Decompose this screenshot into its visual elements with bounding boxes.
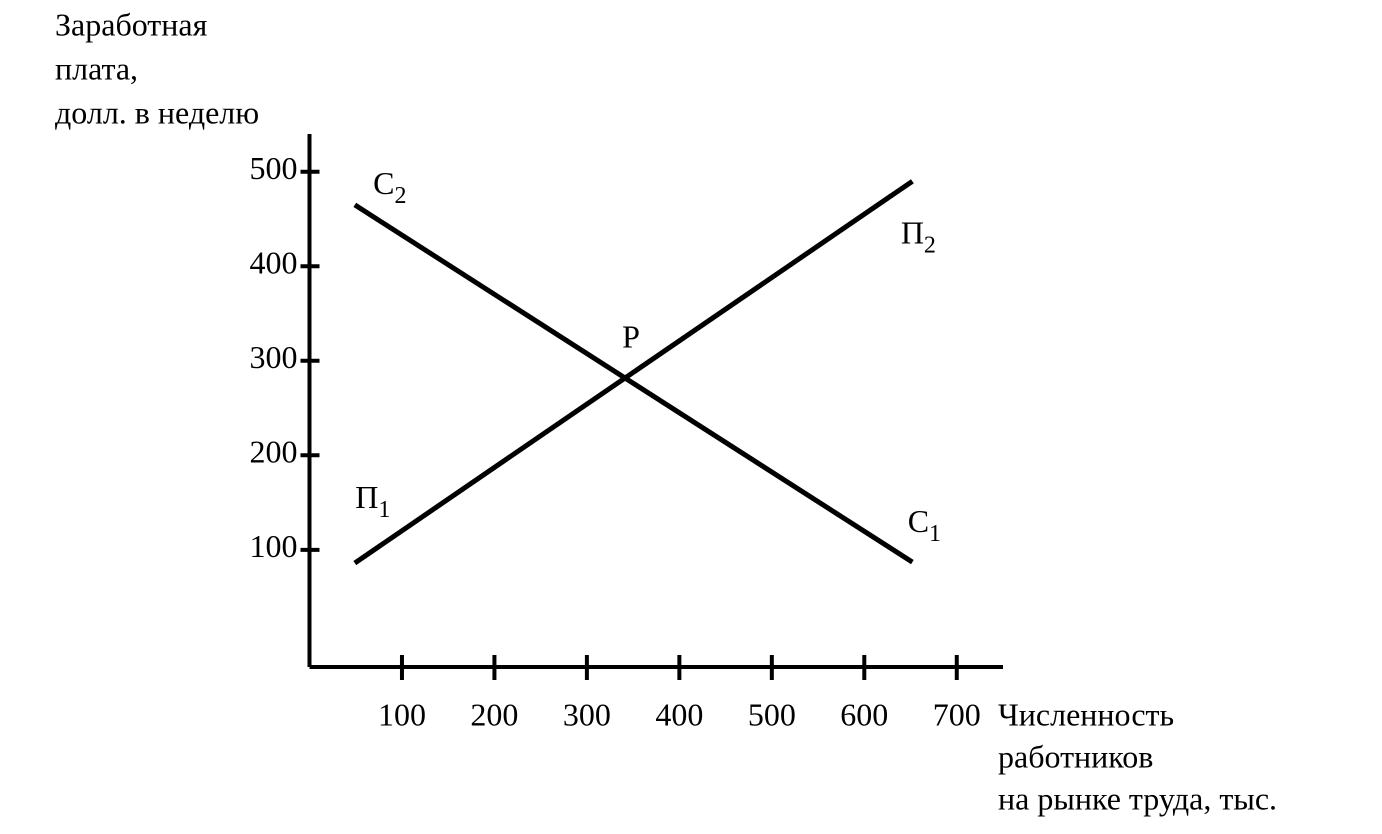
x-axis-title: Численность	[998, 696, 1174, 732]
y-tick-label: 300	[250, 339, 298, 375]
y-tick-label: 400	[250, 245, 298, 281]
y-axis-title: долл. в неделю	[55, 94, 259, 130]
label-text: П	[355, 479, 378, 515]
x-tick-label: 500	[748, 696, 796, 732]
line-label: C1	[908, 503, 941, 546]
y-tick-label: 500	[250, 150, 298, 186]
label-text: C	[908, 503, 929, 539]
series-line	[353, 202, 914, 565]
label-sub: 2	[924, 232, 936, 258]
x-tick-label: 100	[378, 696, 426, 732]
label-sub: 2	[394, 182, 406, 208]
label-text: C	[373, 165, 394, 201]
line-label: C2	[373, 165, 406, 208]
label-text: П	[901, 215, 924, 251]
intersection-label: P	[622, 318, 640, 354]
line-label: П2	[901, 215, 936, 258]
x-axis-title: работников	[998, 738, 1153, 774]
x-tick-label: 400	[655, 696, 703, 732]
y-tick-label: 100	[250, 528, 298, 564]
series-line	[353, 179, 914, 566]
label-sub: 1	[929, 521, 941, 547]
x-tick-label: 200	[470, 696, 518, 732]
y-axis-title: Заработная	[55, 6, 208, 42]
label-sub: 1	[378, 497, 390, 523]
x-tick-label: 600	[840, 696, 888, 732]
y-axis-title: плата,	[55, 50, 138, 86]
x-axis-title: на рынке труда, тыс.	[998, 780, 1277, 816]
x-tick-label: 300	[563, 696, 611, 732]
y-tick-label: 200	[250, 434, 298, 470]
line-label: П1	[355, 479, 390, 522]
x-tick-label: 700	[933, 696, 981, 732]
